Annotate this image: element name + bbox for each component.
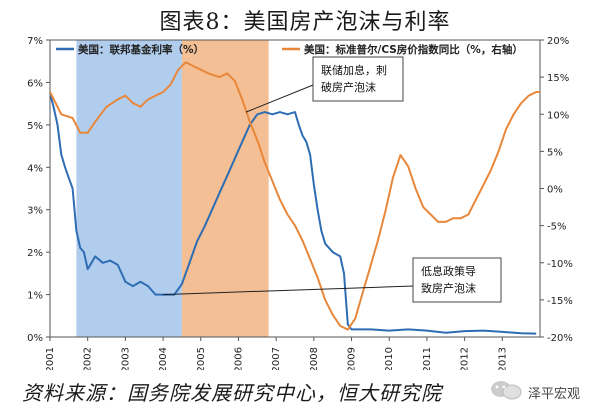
- x-tick-label: 2006: [233, 347, 244, 370]
- annotation-leader: [163, 285, 414, 296]
- wechat-logo-icon: [491, 381, 522, 400]
- x-tick-label: 2008: [309, 347, 320, 370]
- x-tick-label: 2009: [347, 347, 358, 370]
- left-tick-label: 5%: [27, 121, 43, 132]
- right-tick-label: -10%: [547, 259, 573, 270]
- left-tick-label: 1%: [27, 291, 43, 302]
- left-tick-label: 2%: [27, 248, 43, 259]
- annotation-box-low-rate: [412, 257, 502, 303]
- watermark-text: 泽平宏观: [528, 387, 581, 402]
- annotation-text: 低息政策导: [421, 264, 476, 278]
- x-tick-label: 2010: [384, 347, 395, 370]
- right-tick-label: 5%: [547, 147, 563, 158]
- shaded-region-1: [181, 40, 269, 337]
- x-tick-label: 2007: [271, 347, 282, 370]
- x-tick-label: 2003: [120, 347, 131, 370]
- x-tick-label: 2005: [196, 347, 207, 370]
- right-tick-label: -15%: [547, 296, 573, 307]
- axes: 0% 1% 2% 3% 4% 5% 6% 7% -20% -15% -10% -5% 0% 5% 10% 15…: [27, 36, 573, 370]
- right-tick-label: -5%: [547, 222, 566, 233]
- series-line-cs-house-price-yoy: [49, 61, 540, 331]
- annotation-text: 联储加息，刺: [321, 63, 387, 77]
- annotation-box-rate-hike: [312, 56, 404, 102]
- watermark: 泽平宏观: [486, 378, 606, 404]
- left-tick-label: 4%: [27, 163, 43, 174]
- x-tick-label: 2002: [83, 347, 94, 370]
- x-tick-label: 2013: [497, 347, 508, 370]
- left-tick-label: 6%: [27, 78, 43, 89]
- x-tick-label: 2011: [422, 347, 433, 370]
- x-tick-label: 2001: [45, 347, 56, 370]
- legend: 美国：联邦基金利率（%） 美国：标准普尔/CS房价指数同比（%，右轴）: [56, 43, 523, 56]
- right-tick-label: 0%: [547, 185, 563, 196]
- right-tick-label: 15%: [547, 73, 569, 84]
- x-tick-label: 2012: [460, 347, 471, 370]
- left-tick-label: 3%: [27, 206, 43, 217]
- left-tick-label: 7%: [27, 36, 43, 47]
- right-tick-label: 10%: [547, 110, 569, 121]
- shaded-region-0: [76, 40, 182, 337]
- legend-label: 美国：联邦基金利率（%）: [78, 43, 204, 56]
- annotation-text: 破房产泡沫: [321, 80, 376, 94]
- annotation-leader: [245, 84, 314, 113]
- series-lines: [49, 61, 540, 335]
- chart-title: 图表8：美国房产泡沫与利率: [159, 10, 451, 35]
- right-tick-label: 20%: [547, 36, 569, 47]
- annotation-text: 致房产泡沫: [421, 281, 476, 295]
- left-tick-label: 0%: [27, 333, 43, 344]
- x-tick-label: 2004: [158, 347, 169, 370]
- legend-label: 美国：标准普尔/CS房价指数同比（%，右轴）: [304, 43, 523, 56]
- chart-area: 0% 1% 2% 3% 4% 5% 6% 7% -20% -15% -10% -5% 0% 5% 10% 15…: [27, 36, 573, 370]
- shaded-regions: [76, 40, 269, 337]
- series-line-fed-funds-rate: [49, 92, 537, 335]
- source-footer: 资料来源：国务院发展研究中心，恒大研究院: [22, 381, 442, 405]
- right-tick-label: -20%: [547, 333, 573, 344]
